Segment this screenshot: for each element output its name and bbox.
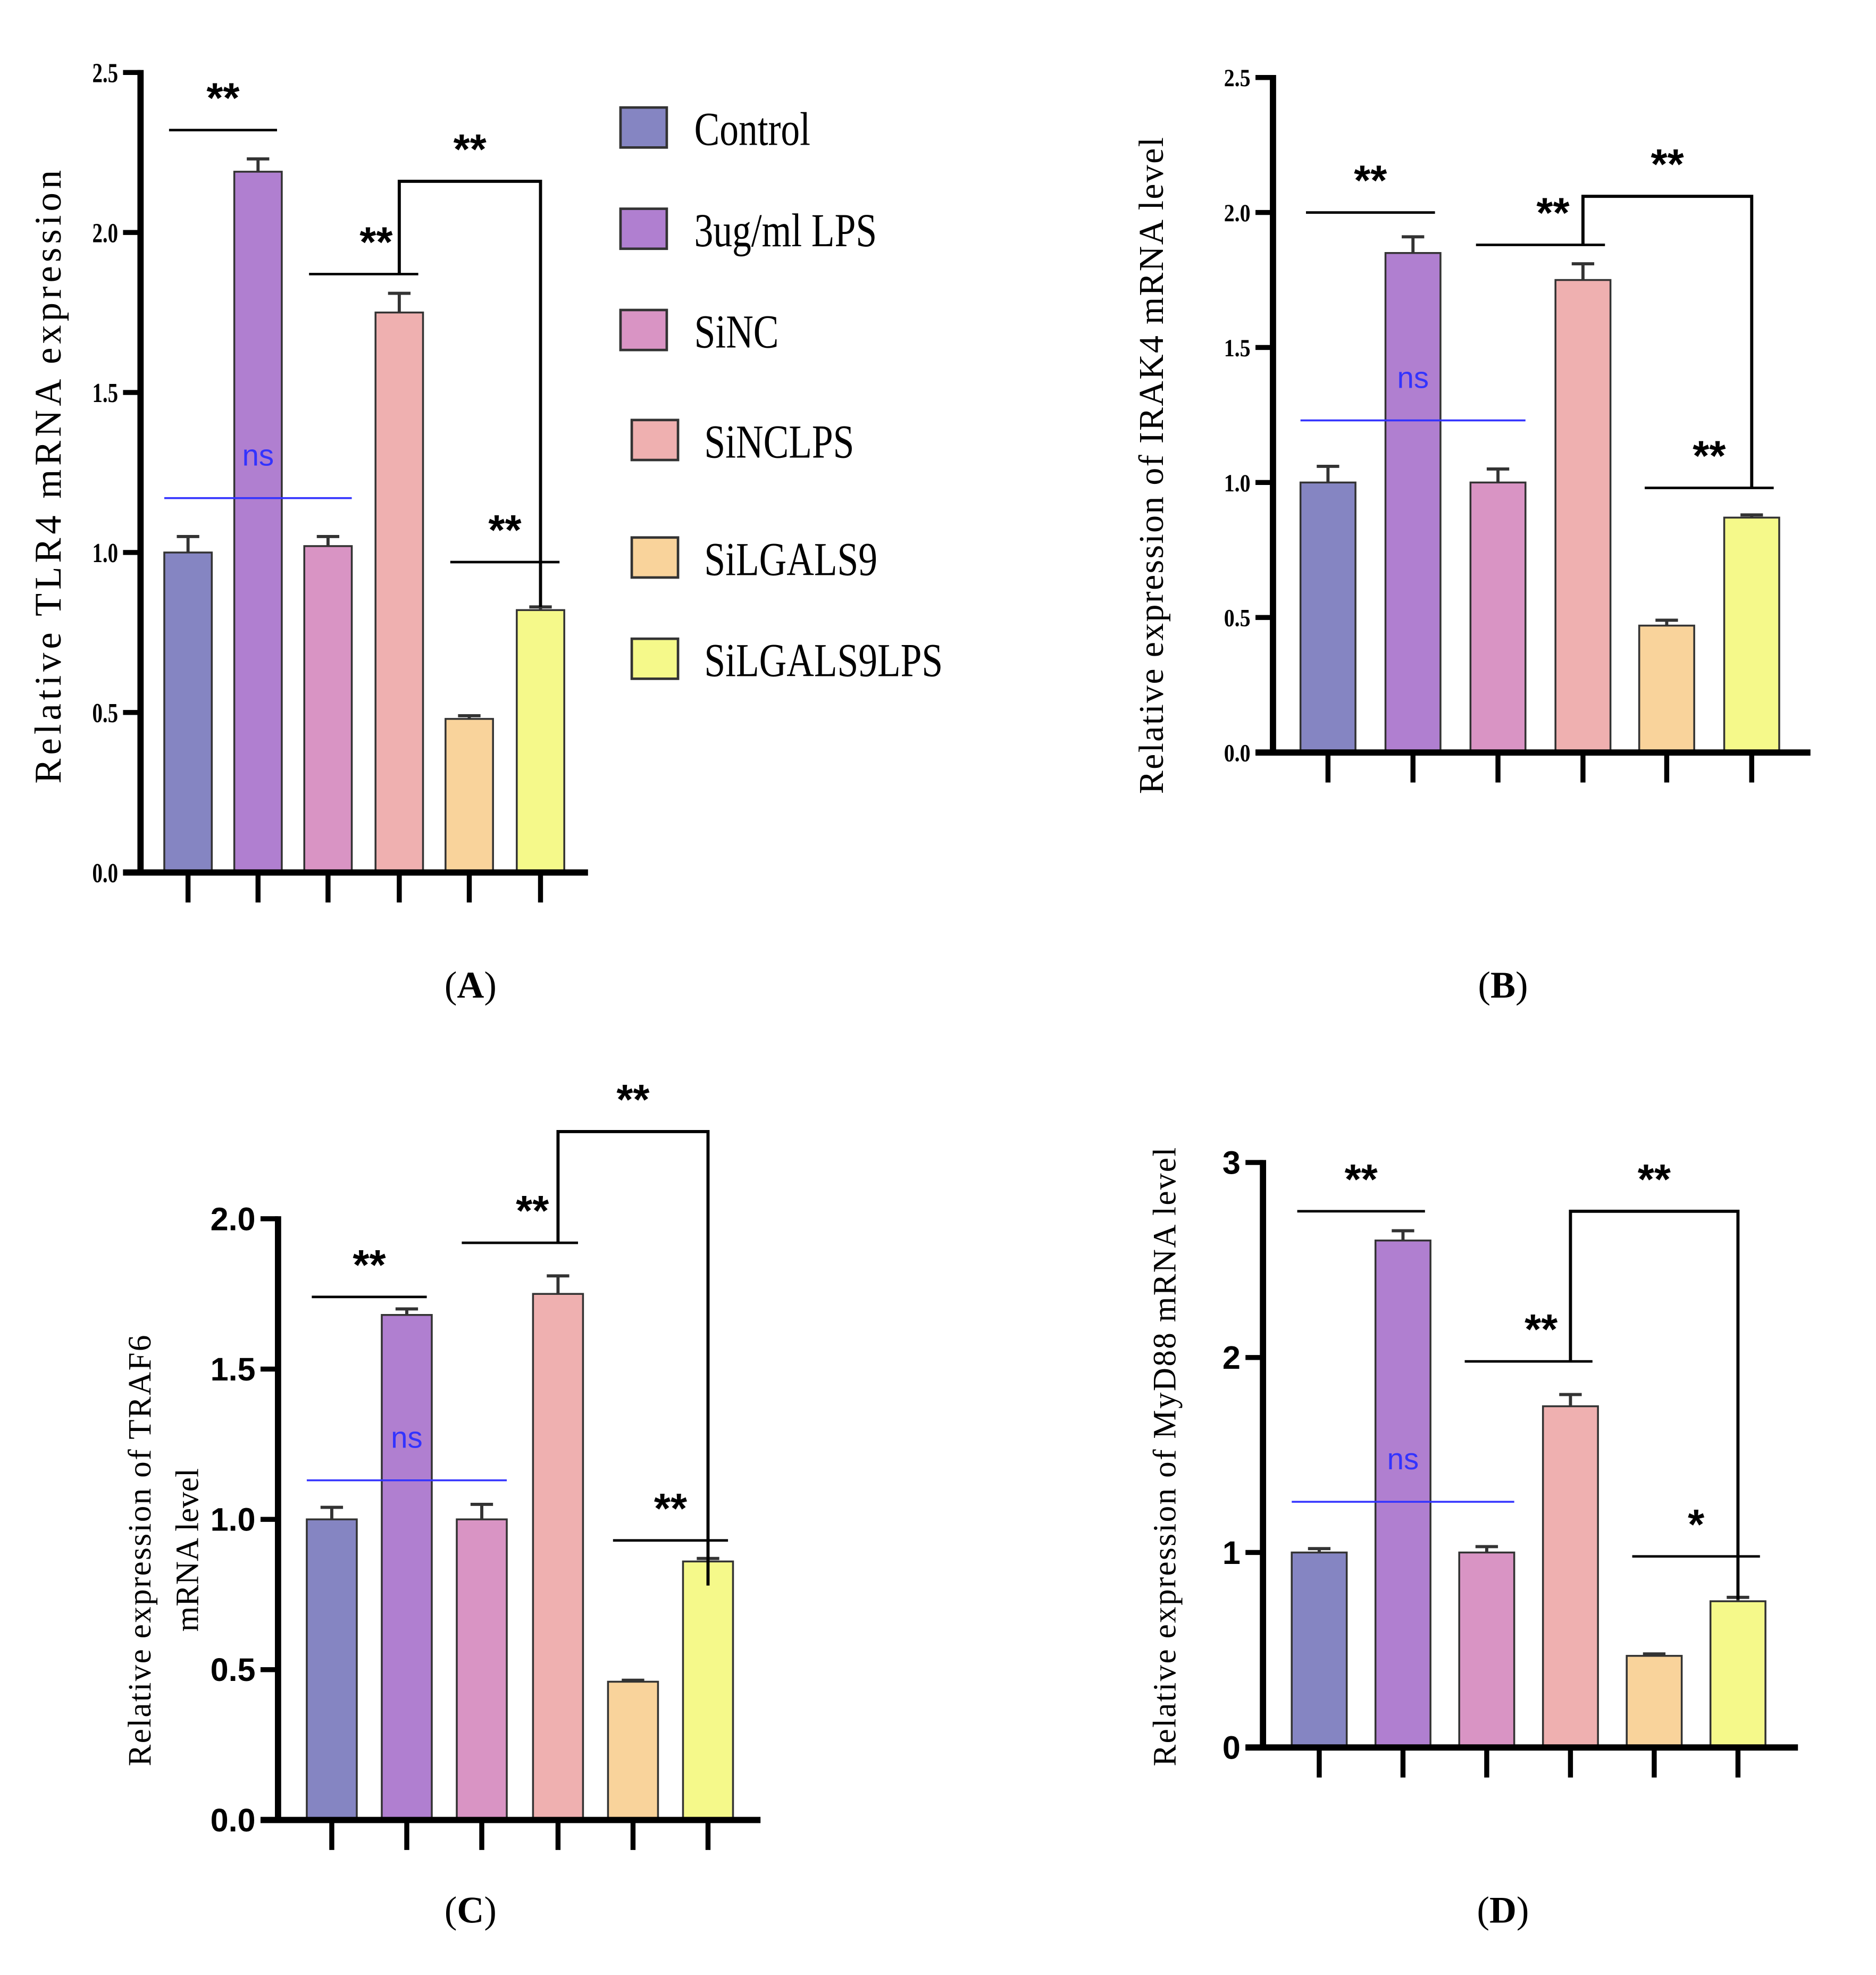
legend-label-4: SiLGALS9 <box>704 533 877 585</box>
y-tick-label: 1.5 <box>1224 334 1251 362</box>
bar-2 <box>1458 1551 1515 1748</box>
y-tick-label: 2.5 <box>1224 64 1251 92</box>
legend-label-0: Control <box>694 103 810 155</box>
y-tick-label: 2.5 <box>93 57 118 88</box>
significance-label: ** <box>1638 1156 1671 1203</box>
y-axis-label: Relative expression of TRAF6 <box>122 1334 158 1766</box>
y-tick-label: 1.0 <box>1224 470 1251 497</box>
panel-label: (A) <box>445 965 497 1006</box>
significance-label: ** <box>454 125 487 173</box>
bar-4 <box>1638 624 1695 754</box>
significance-label: ** <box>654 1485 688 1532</box>
ns-label: ns <box>1387 1442 1419 1476</box>
significance-label: ** <box>1536 189 1570 237</box>
legend-swatch-2 <box>619 308 668 352</box>
bar-4 <box>1626 1655 1683 1748</box>
panel-label: (C) <box>445 1889 497 1931</box>
y-axis-label-line2: mRNA level <box>170 1468 205 1631</box>
bar-3 <box>374 311 424 874</box>
bar-5 <box>1723 516 1780 754</box>
legend-swatch-4 <box>630 536 680 579</box>
legend-label-3: SiNCLPS <box>704 416 854 468</box>
legend-label-1: 3ug/ml LPS <box>694 205 877 257</box>
bar-2 <box>303 545 353 874</box>
bar-3 <box>1554 279 1612 754</box>
legend-swatch-5 <box>630 637 680 680</box>
significance-label: ** <box>206 74 240 122</box>
significance-bracket <box>1581 195 1754 488</box>
bar-5 <box>682 1560 734 1821</box>
legend-label-2: SiNC <box>694 306 779 358</box>
y-tick-label: 0.0 <box>93 857 118 888</box>
y-tick-label: 2.0 <box>1224 199 1251 227</box>
y-tick-label: 2.0 <box>211 1201 256 1237</box>
y-tick-label: 2 <box>1222 1340 1241 1376</box>
bar-5 <box>1709 1600 1766 1748</box>
bar-3 <box>532 1293 584 1821</box>
bar-0 <box>1299 481 1356 754</box>
y-tick-label: 0.5 <box>211 1652 256 1688</box>
y-tick-label: 1.5 <box>211 1351 256 1387</box>
y-tick-label: 0.5 <box>1224 605 1251 632</box>
bar-0 <box>1291 1551 1348 1748</box>
legend-swatch-3 <box>630 419 680 462</box>
bar-4 <box>445 718 494 874</box>
significance-label: ** <box>359 219 393 266</box>
bar-5 <box>516 609 565 874</box>
significance-label: ** <box>488 506 522 554</box>
bar-0 <box>306 1518 358 1821</box>
significance-bracket <box>1569 1209 1740 1600</box>
significance-label: ** <box>1693 432 1726 480</box>
panel-label: (D) <box>1477 1889 1529 1931</box>
significance-label: ** <box>1345 1156 1378 1203</box>
y-tick-label: 1.5 <box>93 378 118 408</box>
ns-label: ns <box>391 1421 423 1454</box>
legend-swatch-0 <box>619 106 668 149</box>
significance-label: ** <box>353 1241 386 1288</box>
bar-2 <box>456 1518 508 1821</box>
significance-bracket <box>397 179 542 607</box>
y-tick-label: 1 <box>1222 1535 1241 1571</box>
legend-swatch-1 <box>619 207 668 250</box>
legend-label-5: SiLGALS9LPS <box>704 634 943 687</box>
bar-1 <box>1374 1240 1431 1748</box>
y-tick-label: 0.0 <box>211 1802 256 1838</box>
y-tick-label: 0.5 <box>93 698 118 729</box>
significance-label: ** <box>1354 157 1387 204</box>
bar-4 <box>607 1680 659 1821</box>
bar-0 <box>163 551 213 874</box>
significance-label: ** <box>516 1187 549 1234</box>
significance-label: * <box>1688 1501 1705 1548</box>
ns-label: ns <box>1397 361 1429 394</box>
y-axis-label: Relative expression of IRAK4 mRNA level <box>1132 136 1171 794</box>
y-tick-label: 1.0 <box>211 1502 256 1538</box>
y-tick-label: 2.0 <box>93 217 118 248</box>
panel-label: (B) <box>1478 965 1528 1006</box>
panel-a: 0.0 0.5 1.0 1.5 2.0 2.5 Relative TLR4 mRNA exp… <box>28 57 588 1006</box>
y-tick-label: 3 <box>1222 1144 1241 1181</box>
y-axis-label: Relative expression of MyD88 mRNA level <box>1148 1146 1183 1766</box>
bar-1 <box>233 171 283 874</box>
y-tick-label: 0.0 <box>1224 740 1251 767</box>
significance-label: ** <box>1525 1305 1558 1353</box>
bar-1 <box>381 1314 433 1821</box>
bar-3 <box>1542 1405 1599 1748</box>
significance-label: ** <box>1651 140 1684 188</box>
legend: Control 3ug/ml LPS SiNC SiNCLPS SiLGALS9 SiLG… <box>619 103 943 687</box>
y-tick-label: 1.0 <box>93 538 118 568</box>
bar-2 <box>1469 481 1527 754</box>
panel-b: 0.0 0.5 1.0 1.5 2.0 2.5 Relative expression of… <box>1132 64 1811 1006</box>
ns-label: ns <box>242 439 274 472</box>
significance-label: ** <box>616 1076 650 1123</box>
bar-1 <box>1384 252 1442 754</box>
y-axis-label: Relative TLR4 mRNA expression <box>28 166 69 784</box>
panel-d: 0 1 2 3 Relative expression of MyD88 mRNA le… <box>1148 1144 1798 1931</box>
y-tick-label: 0 <box>1222 1730 1241 1766</box>
significance-bracket <box>556 1129 710 1586</box>
panel-c: 0.0 0.5 1.0 1.5 2.0 Relative expression of TR… <box>122 1076 761 1931</box>
